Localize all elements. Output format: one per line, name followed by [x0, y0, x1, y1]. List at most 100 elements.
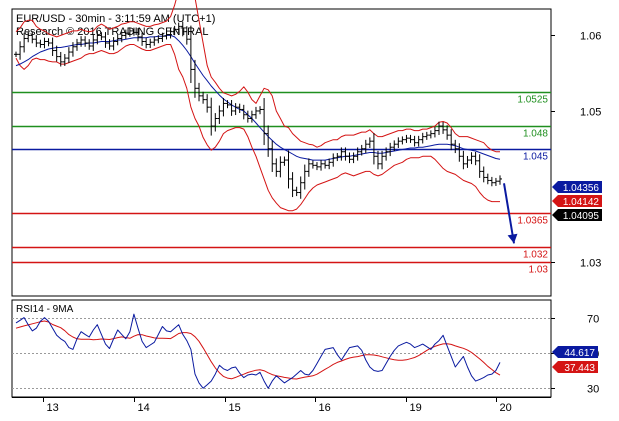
price-bar — [62, 54, 67, 66]
price-bar — [38, 39, 43, 48]
price-axis: 1.06 1.05 1.03 — [551, 31, 601, 270]
rsi-axis-tick-label: 30 — [587, 384, 599, 396]
price-bar — [168, 27, 173, 39]
price-bar — [91, 35, 96, 51]
price-bar — [489, 176, 494, 187]
price-bar — [445, 125, 450, 140]
price-bar — [302, 164, 307, 190]
price-bar — [363, 139, 368, 154]
rsi-badge-label: 44.617 — [564, 348, 595, 359]
price-bar — [428, 130, 433, 139]
price-bar — [241, 104, 246, 120]
price-badge-label: 1.04356 — [563, 183, 600, 194]
price-bar — [498, 175, 502, 185]
price-bar — [323, 160, 328, 169]
forecast-arrow-head — [507, 233, 518, 244]
rsi-axis-tick-label: 70 — [587, 314, 599, 326]
price-bar — [371, 133, 376, 165]
price-bar — [201, 91, 206, 104]
price-bar — [384, 147, 389, 161]
price-bar — [172, 25, 177, 36]
level-label-pivot: 1.045 — [523, 152, 548, 163]
price-bar — [465, 155, 470, 168]
price-bar — [481, 166, 486, 183]
price-bar — [477, 154, 482, 178]
price-bar — [22, 32, 27, 53]
chart-title: EUR/USD - 30min - 3:11:59 AM (UTC+1) — [16, 13, 215, 25]
price-bar — [148, 38, 153, 49]
price-bar — [188, 25, 193, 84]
x-axis-tick-label: 15 — [229, 402, 241, 414]
x-axis-tick-label: 19 — [410, 402, 422, 414]
price-bar — [469, 152, 474, 165]
price-bar — [79, 36, 84, 47]
price-bar — [274, 158, 279, 177]
price-bar — [420, 132, 425, 144]
x-axis-tick-label: 14 — [138, 402, 150, 414]
price-bar — [327, 158, 332, 170]
price-bar — [331, 153, 336, 167]
price-bar — [107, 39, 112, 50]
price-bar — [58, 51, 63, 67]
rsi-badge — [552, 361, 598, 373]
price-bar — [111, 37, 116, 51]
price-bar — [75, 38, 80, 51]
price-bar — [457, 143, 462, 162]
price-bar — [144, 37, 149, 49]
price-bar — [278, 156, 283, 178]
price-bar — [83, 36, 88, 47]
price-bar — [26, 31, 31, 43]
price-bar — [221, 97, 226, 117]
price-bar — [436, 121, 441, 135]
price-bar — [375, 150, 380, 170]
price-bar — [473, 151, 478, 166]
price-bar — [140, 32, 145, 46]
price-bar — [197, 82, 202, 102]
price-bar — [367, 137, 372, 148]
price-bar — [286, 150, 291, 189]
price-bar — [229, 100, 234, 116]
price-bar — [359, 144, 364, 156]
level-label-support-3: 1.03 — [529, 265, 549, 276]
price-bar — [306, 158, 311, 177]
price-bar — [245, 110, 250, 123]
price-panel-frame — [11, 8, 552, 297]
price-bar — [123, 29, 128, 39]
chart-subtitle: Research © 2016 TRADING CENTRAL — [16, 26, 209, 38]
price-bar — [225, 100, 230, 109]
forecast-arrow-line — [503, 183, 515, 244]
price-bar — [87, 39, 92, 50]
price-bar — [282, 156, 287, 166]
price-bar — [103, 32, 108, 48]
price-bar — [396, 137, 401, 148]
price-bar — [290, 172, 295, 198]
price-axis-tick-label: 1.05 — [580, 107, 601, 119]
price-bar — [412, 135, 417, 147]
price-bar — [449, 129, 454, 151]
x-axis: 13 14 15 16 19 20 — [12, 397, 551, 414]
price-badge — [552, 209, 602, 221]
price-bar — [424, 131, 429, 140]
price-bar — [18, 41, 23, 60]
price-bar — [164, 31, 169, 40]
price-axis-tick-label: 1.06 — [580, 31, 601, 43]
price-bar — [192, 59, 197, 98]
price-bar — [184, 26, 189, 45]
bollinger-lower-line — [15, 44, 500, 212]
price-bar — [152, 36, 157, 46]
price-bar — [400, 136, 405, 145]
price-bar — [416, 135, 421, 147]
price-badge-label: 1.04142 — [563, 197, 600, 208]
bollinger-upper-line — [15, 0, 500, 153]
x-axis-tick-label: 20 — [500, 402, 512, 414]
level-label-support-1: 1.0365 — [517, 216, 548, 227]
x-axis-tick-label: 16 — [319, 402, 331, 414]
rsi-badge-label: 37.443 — [564, 363, 595, 374]
price-bar — [95, 31, 100, 45]
price-bar — [34, 35, 39, 48]
price-bar — [441, 121, 446, 134]
price-bar — [209, 97, 214, 136]
price-badge — [552, 195, 602, 207]
price-bar — [310, 160, 315, 169]
price-bar — [14, 51, 18, 58]
